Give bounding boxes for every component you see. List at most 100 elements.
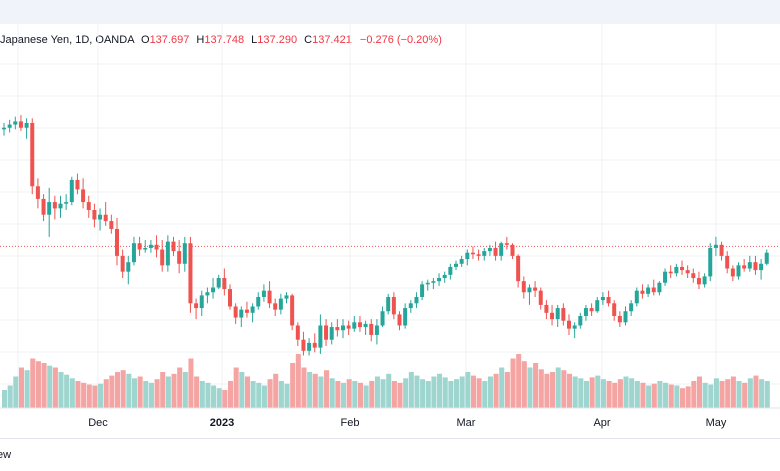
volume-bar — [702, 382, 708, 408]
volume-bar — [595, 375, 601, 408]
volume-bar — [244, 376, 250, 408]
volume-bar — [216, 388, 222, 408]
candle-body — [696, 278, 701, 285]
candle-body — [663, 271, 668, 283]
candle-body — [41, 198, 46, 215]
candle-body — [742, 265, 747, 269]
x-tick-label: Feb — [341, 417, 360, 429]
volume-bars — [2, 354, 770, 408]
volume-bar — [307, 372, 313, 408]
price-chart[interactable]: Dec 2023 Feb Mar Apr May — [0, 24, 780, 438]
volume-bar — [137, 376, 143, 408]
candle-body — [612, 303, 617, 316]
volume-bar — [47, 365, 53, 408]
candle-body — [363, 323, 368, 328]
volume-bar — [267, 379, 273, 408]
candle-body — [120, 255, 125, 272]
candle-body — [211, 287, 216, 293]
close-value: 137.421 — [312, 34, 352, 46]
candle-body — [623, 311, 628, 323]
volume-bar — [504, 372, 510, 408]
volume-bar — [363, 385, 369, 408]
volume-bar — [764, 381, 770, 408]
top-strip — [0, 0, 780, 24]
candle-body — [759, 263, 764, 271]
volume-bar — [538, 369, 544, 408]
candle-body — [504, 243, 509, 245]
volume-bar — [177, 367, 183, 408]
candle-body — [386, 296, 391, 312]
volume-bar — [708, 384, 714, 408]
candle-body — [719, 244, 724, 256]
volume-bar — [736, 381, 742, 408]
candle-body — [561, 308, 566, 321]
volume-bar — [239, 372, 245, 408]
candle-body — [199, 295, 204, 309]
bottom-toolbar: ew — [0, 438, 780, 471]
candle-body — [567, 320, 571, 329]
candle-body — [538, 290, 543, 305]
candle-body — [600, 296, 605, 301]
volume-bar — [617, 379, 623, 408]
candle-body — [442, 274, 447, 279]
volume-bar — [35, 361, 41, 408]
candle-body — [629, 303, 634, 312]
volume-bar — [154, 379, 160, 408]
volume-bar — [250, 381, 256, 408]
candle-body — [324, 325, 329, 340]
candle-body — [295, 325, 300, 340]
volume-bar — [674, 385, 680, 408]
volume-bar — [420, 379, 426, 408]
volume-bar — [24, 370, 30, 408]
low-label: L — [251, 34, 258, 46]
volume-bar — [403, 378, 409, 408]
high-label: H — [196, 34, 205, 46]
candle-body — [52, 202, 57, 209]
candle-body — [250, 306, 255, 313]
candle-body — [470, 252, 475, 255]
volume-bar — [600, 379, 606, 408]
volume-bar — [725, 379, 731, 408]
candle-body — [713, 244, 718, 248]
candle-body — [414, 296, 419, 304]
volume-bar — [646, 385, 652, 408]
candle-body — [148, 244, 153, 248]
candle-body — [403, 308, 408, 326]
candlesticks — [2, 115, 769, 356]
volume-bar — [454, 379, 460, 408]
candle-body — [228, 289, 232, 307]
volume-bar — [312, 373, 318, 408]
candle-body — [182, 243, 187, 264]
volume-bar — [747, 378, 753, 408]
candle-body — [115, 228, 119, 256]
candle-body — [7, 124, 12, 128]
candle-body — [487, 247, 492, 252]
candle-body — [256, 296, 261, 307]
candle-body — [730, 268, 735, 277]
volume-bar — [148, 382, 154, 408]
volume-bar — [572, 376, 578, 408]
candle-body — [651, 287, 656, 293]
candle-body — [493, 247, 498, 256]
volume-bar — [92, 385, 98, 408]
close-label: C — [304, 34, 313, 46]
volume-bar — [346, 379, 352, 408]
candle-body — [13, 121, 18, 125]
bottom-toolbar-text[interactable]: ew — [0, 449, 12, 461]
candle-body — [527, 287, 532, 293]
volume-bar — [109, 375, 115, 408]
candle-body — [708, 247, 713, 277]
volume-bar — [18, 367, 24, 408]
volume-bar — [623, 376, 629, 408]
volume-bar — [470, 375, 476, 408]
candle-body — [634, 290, 639, 304]
candle-body — [702, 276, 707, 285]
low-value: 137.290 — [257, 34, 298, 46]
candle-body — [92, 209, 97, 220]
volume-bar — [696, 376, 702, 408]
volume-bar — [759, 379, 765, 408]
candle-body — [2, 127, 6, 130]
x-tick-label: May — [706, 417, 727, 429]
candle-body — [640, 290, 645, 294]
volume-bar — [126, 373, 132, 408]
